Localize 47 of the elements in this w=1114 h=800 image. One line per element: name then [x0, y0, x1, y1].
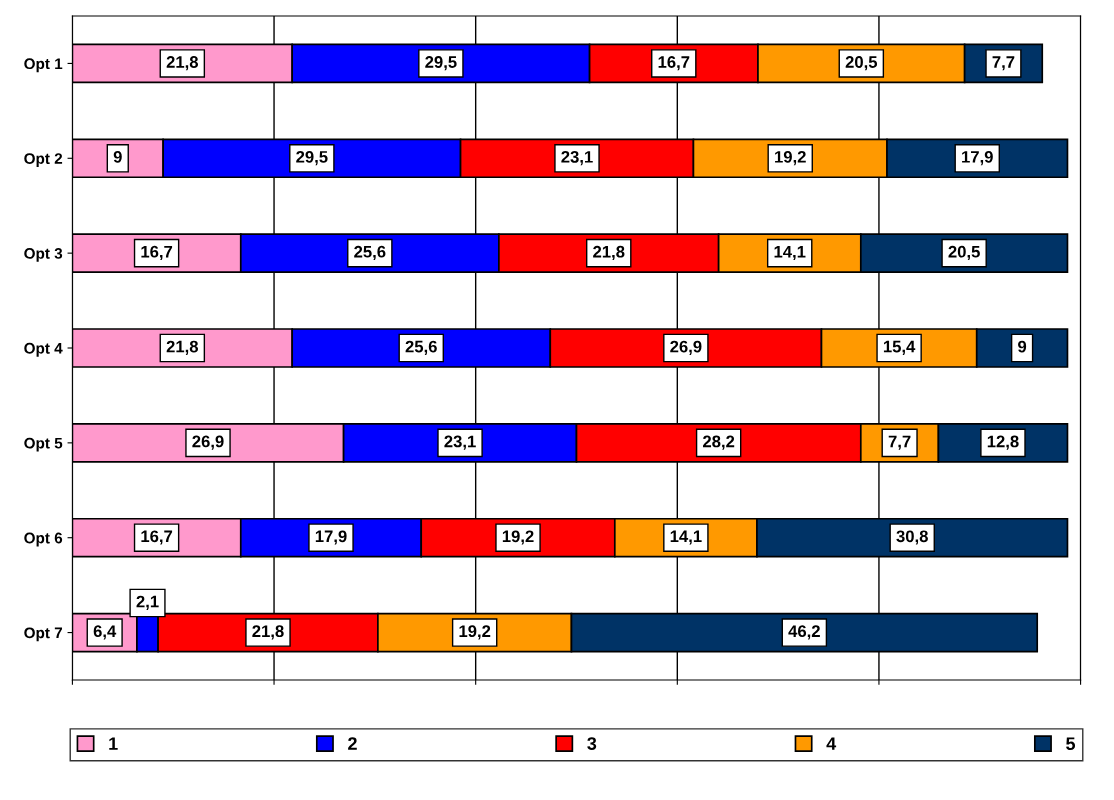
data-label: 26,9 — [192, 435, 224, 450]
data-label: 23,1 — [444, 435, 476, 450]
data-label: 16,7 — [658, 56, 690, 71]
data-label: 23,1 — [561, 150, 593, 166]
y-tick-label: Opt 5 — [24, 437, 63, 452]
data-label: 21,8 — [252, 625, 284, 640]
data-label: 25,6 — [405, 340, 437, 355]
data-label: 15,4 — [883, 340, 916, 355]
y-tick-label: Opt 2 — [24, 153, 63, 167]
legend-label: 1 — [109, 737, 118, 750]
data-label: 21,8 — [166, 340, 199, 355]
legend-label: 5 — [1066, 737, 1076, 750]
data-label: 16,7 — [141, 530, 173, 545]
data-label: 17,9 — [962, 150, 993, 166]
data-label: 21,8 — [166, 56, 199, 71]
data-label: 29,5 — [425, 56, 457, 71]
data-label: 16,7 — [141, 245, 173, 261]
data-label: 20,5 — [845, 56, 878, 71]
data-label: 14,1 — [774, 245, 806, 261]
data-label: 17,9 — [315, 530, 347, 545]
data-label: 9 — [113, 150, 122, 163]
data-label: 6,4 — [93, 625, 117, 640]
data-label: 9 — [1018, 340, 1027, 353]
data-label: 25,6 — [354, 245, 386, 261]
data-label: 12,8 — [987, 435, 1019, 450]
legend-label: 2 — [348, 737, 357, 750]
data-label: 14,1 — [670, 530, 702, 545]
data-label: 19,2 — [502, 530, 534, 545]
y-tick-label: Opt 1 — [24, 58, 63, 73]
data-label: 19,2 — [459, 625, 491, 640]
data-label: 26,9 — [670, 340, 702, 355]
y-tick-label: Opt 6 — [24, 532, 63, 547]
data-label: 30,8 — [896, 530, 928, 545]
y-tick-label: Opt 7 — [24, 627, 63, 642]
data-label: 29,5 — [296, 150, 328, 166]
data-label: 19,2 — [775, 150, 806, 166]
data-label: 20,5 — [948, 245, 980, 261]
data-label: 7,7 — [992, 56, 1015, 71]
legend-label: 3 — [587, 737, 597, 751]
data-label: 7,7 — [888, 435, 911, 450]
data-label: 21,8 — [593, 245, 625, 261]
data-label: 28,2 — [703, 435, 735, 450]
legend-label: 4 — [826, 737, 837, 750]
y-tick-label: Opt 4 — [24, 342, 63, 357]
y-tick-label: Opt 3 — [24, 248, 63, 262]
data-label: 2,1 — [136, 595, 159, 610]
data-label: 46,2 — [788, 625, 820, 640]
